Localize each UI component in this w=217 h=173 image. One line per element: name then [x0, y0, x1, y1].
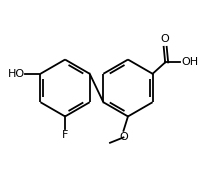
Text: OH: OH: [181, 57, 199, 67]
Text: HO: HO: [8, 69, 25, 79]
Text: O: O: [161, 34, 169, 44]
Text: O: O: [119, 132, 128, 142]
Text: F: F: [62, 130, 68, 140]
